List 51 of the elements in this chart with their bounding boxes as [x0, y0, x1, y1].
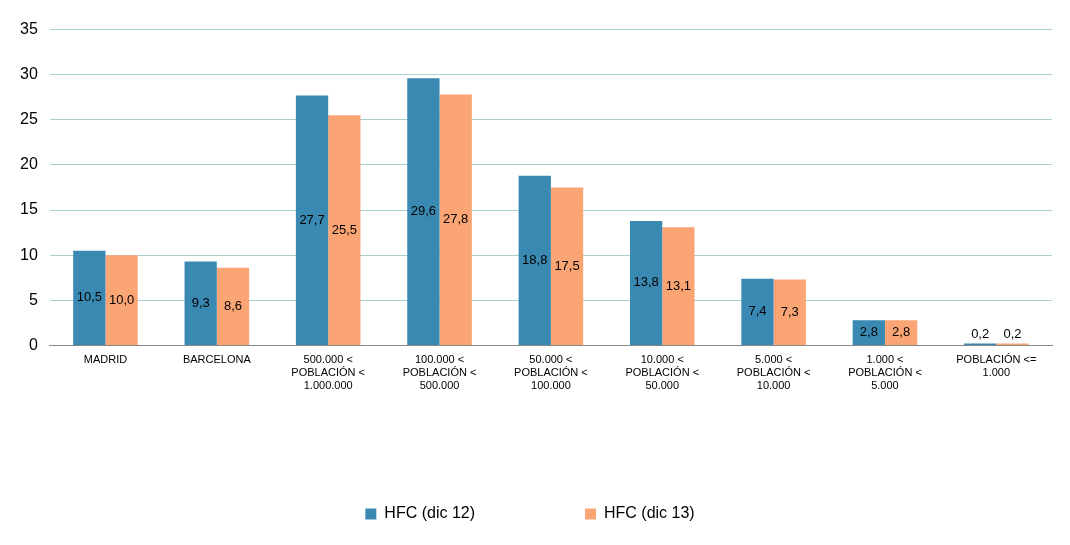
legend-label: HFC (dic 13) [604, 504, 695, 522]
data-label: 7,4 [748, 303, 767, 319]
bar [184, 261, 217, 345]
data-label: 13,8 [633, 274, 659, 290]
data-label: 8,6 [223, 297, 243, 313]
bar [328, 115, 361, 345]
data-label: 0,2 [1003, 326, 1022, 342]
bar [105, 255, 138, 345]
x-tick-label: 5.000 < POBLACIÓN < 10.000 [736, 353, 811, 392]
bar [295, 95, 329, 345]
bar [439, 94, 472, 345]
bar [741, 278, 774, 345]
y-tick-label: 15 [20, 200, 38, 218]
data-label: 2,8 [859, 324, 878, 340]
x-tick-label: BARCELONA [182, 353, 252, 366]
x-tick-label: MADRID [83, 353, 128, 366]
bar [407, 78, 440, 345]
data-label: 17,5 [554, 257, 580, 273]
bar [73, 250, 106, 345]
data-label: 27,7 [299, 211, 325, 227]
x-tick-label: POBLACIÓN <= 1.000 [956, 353, 1037, 379]
x-tick-label: 100.000 < POBLACIÓN < 500.000 [402, 353, 477, 392]
x-tick-label: 10.000 < POBLACIÓN < 50.000 [625, 353, 700, 392]
y-tick-label: 5 [28, 290, 38, 308]
bar [550, 187, 584, 345]
data-label: 10,0 [108, 291, 135, 307]
y-tick-label: 35 [20, 20, 38, 38]
bar [216, 267, 250, 345]
data-label: 10,5 [76, 289, 102, 305]
data-label: 0,2 [971, 326, 990, 342]
x-tick-label: 1.000 < POBLACIÓN < 5.000 [848, 353, 922, 392]
y-tick-label: 20 [20, 155, 38, 173]
bar [518, 175, 551, 345]
legend-label: HFC (dic 12) [384, 504, 476, 522]
x-tick-label: 50.000 < POBLACIÓN < 100.000 [514, 353, 588, 392]
data-label: 25,5 [331, 221, 357, 237]
data-label: 18,8 [522, 251, 548, 267]
y-tick-label: 0 [28, 335, 38, 353]
data-label: 13,1 [665, 277, 692, 293]
data-label: 9,3 [191, 294, 210, 310]
bar [662, 227, 695, 345]
data-label: 27,8 [443, 211, 469, 227]
data-label: 7,3 [780, 303, 799, 319]
bar [773, 279, 806, 345]
y-tick-label: 25 [20, 110, 38, 128]
data-label: 2,8 [892, 324, 911, 340]
bar [629, 220, 663, 345]
data-label: 29,6 [410, 203, 437, 219]
y-tick-label: 10 [20, 245, 38, 263]
x-tick-label: 500.000 < POBLACIÓN < 1.000.000 [291, 353, 366, 392]
y-tick-label: 30 [20, 65, 38, 83]
